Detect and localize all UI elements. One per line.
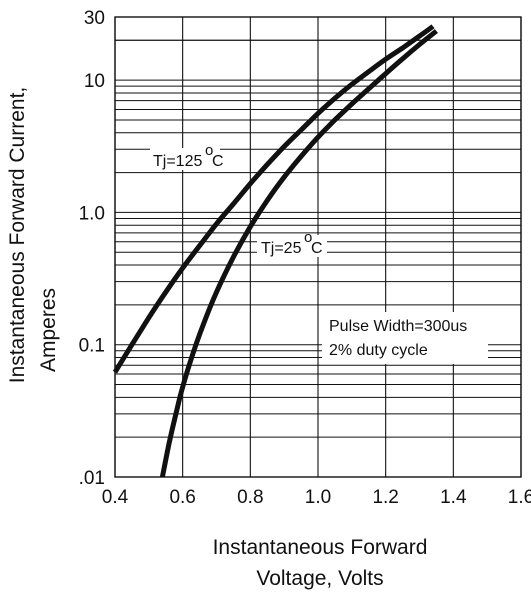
annotation-pulse: Pulse Width=300us 2% duty cycle	[322, 312, 488, 364]
annotation-duty-cycle: 2% duty cycle	[329, 342, 428, 359]
y-axis-label-line1: Instantaneous Forward Current,	[6, 87, 29, 383]
annotation-tj125-degree: o	[205, 142, 213, 159]
x-axis-label-line2: Voltage, Volts	[256, 567, 383, 590]
annotation-pulse-bg	[322, 312, 488, 364]
x-axis-label-line1: Instantaneous Forward	[213, 536, 428, 559]
x-tick-label-6: 1.6	[508, 487, 531, 508]
y-tick-labels: .01 0.1 1.0 10 30	[79, 8, 105, 489]
annotation-tj25-unit: C	[311, 240, 323, 257]
annotation-tj25-bg	[257, 235, 327, 257]
annotation-tj125: Tj=125 o C	[150, 142, 224, 170]
annotation-tj125-bg	[150, 148, 220, 170]
x-tick-labels: 0.4 0.6 0.8 1.0 1.2 1.4 1.6	[102, 487, 531, 508]
y-tick-label-4: 30	[84, 8, 105, 29]
annotation-pulse-width: Pulse Width=300us	[329, 318, 467, 335]
x-tick-label-3: 1.0	[305, 487, 331, 508]
x-tick-label-2: 0.8	[237, 487, 263, 508]
x-tick-label-1: 0.6	[169, 487, 195, 508]
x-tick-label-0: 0.4	[102, 487, 129, 508]
series-line-1	[159, 29, 438, 478]
annotation-tj125-unit: C	[212, 153, 224, 170]
annotation-tj125-label: Tj=125	[153, 153, 202, 170]
y-tick-label-3: 10	[84, 71, 105, 92]
series-line-0	[112, 24, 435, 374]
series-curves	[112, 24, 438, 478]
y-axis-label-line2: Amperes	[37, 288, 60, 372]
y-tick-label-1: 0.1	[79, 336, 105, 357]
annotation-tj25: Tj=25 o C	[257, 229, 327, 257]
x-tick-label-5: 1.4	[440, 487, 467, 508]
annotation-tj25-degree: o	[304, 229, 312, 246]
annotation-tj25-label: Tj=25	[261, 240, 302, 257]
y-tick-label-0: .01	[79, 468, 105, 489]
x-tick-label-4: 1.2	[372, 487, 398, 508]
plot-frame	[114, 16, 522, 478]
y-tick-label-2: 1.0	[79, 203, 105, 224]
